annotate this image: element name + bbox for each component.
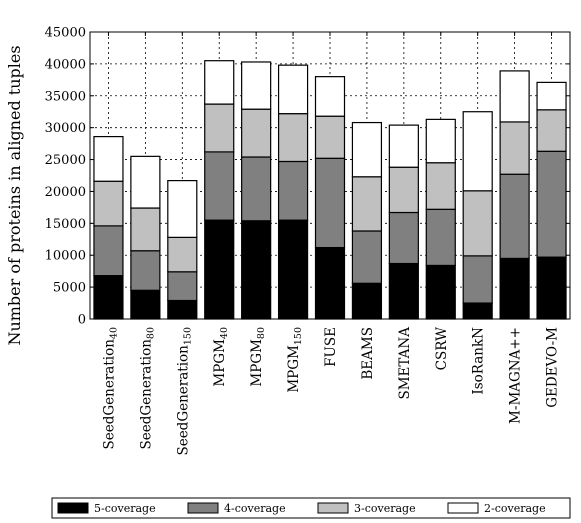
bar-segment-4-coverage: [351, 230, 383, 284]
bar-segment-5-coverage: [204, 219, 235, 320]
bar-segment-4-coverage: [425, 208, 456, 267]
y-tick-label: 20000: [45, 185, 86, 200]
x-tick-label: MPGM40: [212, 327, 230, 387]
legend-frame: [51, 497, 571, 519]
bar-segment-2-coverage: [167, 180, 198, 238]
x-tick-label: MPGM150: [286, 327, 304, 393]
bar-segment-3-coverage: [425, 162, 456, 210]
legend-swatch: [447, 502, 479, 514]
bar-segment-4-coverage: [130, 250, 161, 291]
legend-label: 5-coverage: [94, 502, 156, 515]
bar-segment-2-coverage: [351, 121, 383, 178]
bar-segment-5-coverage: [425, 264, 456, 320]
bar-segment-4-coverage: [314, 157, 346, 249]
x-tick-label: M-MAGNA++: [508, 327, 524, 424]
bar-segment-5-coverage: [277, 219, 309, 320]
y-tick-label: 40000: [45, 57, 86, 72]
bar-segment-2-coverage: [277, 64, 309, 115]
legend-swatch: [317, 502, 349, 514]
x-tick-label: SeedGeneration40: [101, 327, 119, 450]
y-tick-label: 0: [78, 313, 86, 328]
bar-segment-5-coverage: [351, 282, 383, 320]
y-axis-label: Number of proteins in aligned tuples: [5, 45, 24, 345]
bar-segment-3-coverage: [241, 108, 272, 158]
bar-segment-3-coverage: [351, 176, 383, 232]
x-tick-label: MPGM80: [249, 327, 267, 387]
bar-segment-3-coverage: [388, 166, 419, 214]
bar-segment-2-coverage: [314, 76, 346, 117]
x-tick-label: GEDEVO-M: [545, 327, 561, 408]
x-tick-label: SMETANA: [397, 327, 413, 400]
bar-segment-5-coverage: [499, 257, 530, 320]
bar-segment-4-coverage: [93, 225, 124, 277]
y-tick-label: 5000: [53, 281, 86, 296]
bar-segment-5-coverage: [536, 256, 567, 320]
legend-swatch: [187, 502, 219, 514]
bar-segment-4-coverage: [241, 156, 272, 222]
legend-swatch: [57, 502, 89, 514]
x-axis-ticks: SeedGeneration40 SeedGeneration80 SeedGene…: [101, 32, 561, 456]
bar-segment-2-coverage: [204, 60, 235, 105]
bar-segment-3-coverage: [167, 236, 198, 273]
bar-segment-3-coverage: [130, 207, 161, 252]
bar-segment-3-coverage: [204, 103, 235, 153]
bar-segment-3-coverage: [462, 190, 493, 257]
bar-segment-5-coverage: [93, 275, 124, 320]
legend-label: 3-coverage: [354, 502, 416, 515]
x-tick-label: FUSE: [323, 327, 339, 367]
bar-segment-3-coverage: [93, 180, 124, 227]
bar-segment-2-coverage: [388, 124, 419, 168]
bar-segment-2-coverage: [93, 135, 124, 182]
x-tick-label: SeedGeneration150: [175, 327, 193, 456]
y-axis-ticks: 0 5000 10000 15000 20000 25000 30000 35000 40000…: [45, 26, 570, 328]
x-tick-label: SeedGeneration80: [138, 327, 156, 450]
x-tick-label: IsoRankN: [471, 327, 487, 395]
bar-segment-3-coverage: [277, 113, 309, 163]
bar-segment-3-coverage: [499, 121, 530, 175]
y-tick-label: 35000: [45, 89, 86, 104]
y-tick-label: 10000: [45, 249, 86, 264]
bar-segment-2-coverage: [241, 61, 272, 110]
bar-segment-5-coverage: [130, 289, 161, 320]
y-tick-label: 25000: [45, 153, 86, 168]
y-tick-label: 45000: [45, 26, 86, 41]
bar-segment-2-coverage: [536, 81, 567, 111]
bar-segment-5-coverage: [388, 262, 419, 320]
bar-segment-3-coverage: [314, 115, 346, 159]
bar-segment-2-coverage: [425, 118, 456, 164]
bar-segment-4-coverage: [388, 211, 419, 265]
x-tick-label: CSRW: [434, 327, 450, 370]
bar-segment-4-coverage: [167, 271, 198, 302]
bar-segment-2-coverage: [499, 70, 530, 123]
legend-label: 4-coverage: [224, 502, 286, 515]
legend-label: 2-coverage: [484, 502, 546, 515]
bar-segment-2-coverage: [462, 111, 493, 192]
y-tick-label: 30000: [45, 121, 86, 136]
bar-segment-4-coverage: [499, 173, 530, 260]
bar-segment-5-coverage: [314, 246, 346, 320]
bars: [93, 60, 567, 320]
bar-segment-5-coverage: [241, 220, 272, 320]
bar-segment-3-coverage: [536, 109, 567, 152]
bar-segment-4-coverage: [536, 150, 567, 258]
x-tick-label: BEAMS: [360, 327, 376, 380]
legend: 5-coverage 4-coverage 3-coverage 2-coverage: [51, 497, 571, 519]
bar-segment-4-coverage: [462, 255, 493, 304]
bar-segment-2-coverage: [130, 155, 161, 209]
bar-segment-4-coverage: [204, 151, 235, 221]
y-tick-label: 15000: [45, 217, 86, 232]
bar-segment-4-coverage: [277, 160, 309, 221]
